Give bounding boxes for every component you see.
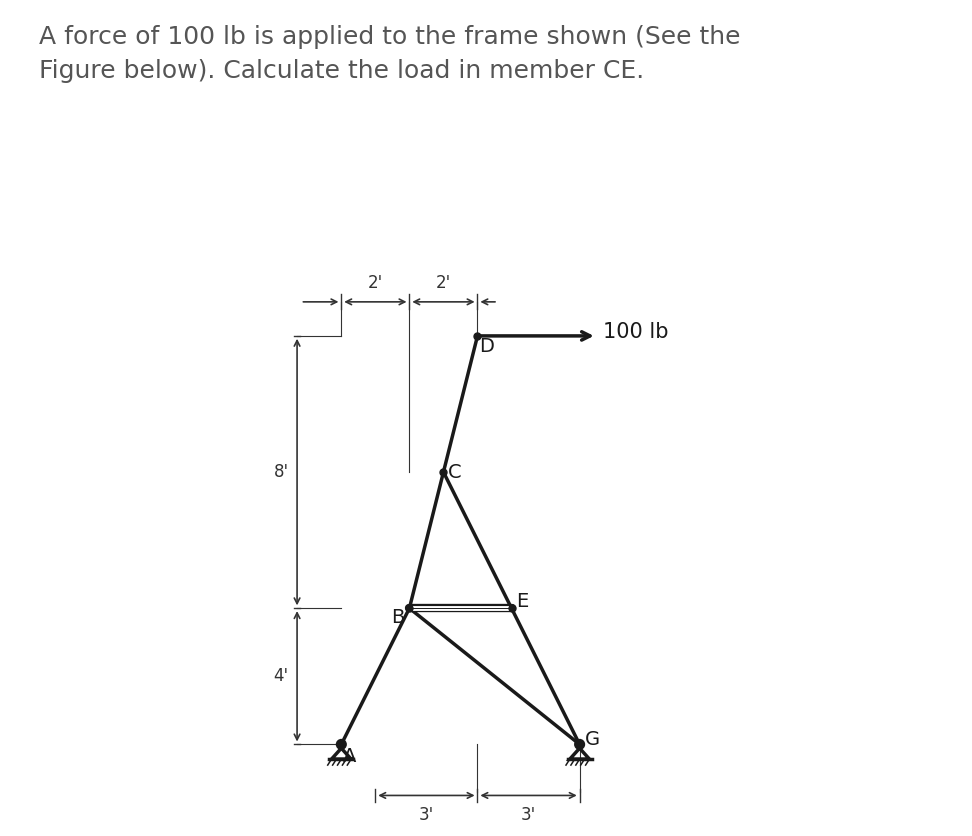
Text: 4': 4' [273,667,289,686]
Text: D: D [479,337,495,356]
Text: 2': 2' [435,273,451,292]
Text: G: G [585,730,600,749]
Text: B: B [391,609,404,627]
Text: E: E [516,592,529,611]
Text: C: C [447,462,461,482]
Text: 100 lb: 100 lb [604,323,669,343]
Text: 2': 2' [367,273,383,292]
Text: 3': 3' [419,807,434,824]
Text: A: A [343,747,357,766]
Text: 8': 8' [273,463,289,481]
Text: A force of 100 lb is applied to the frame shown (See the
Figure below). Calculat: A force of 100 lb is applied to the fram… [39,25,741,83]
Text: 3': 3' [521,807,537,824]
